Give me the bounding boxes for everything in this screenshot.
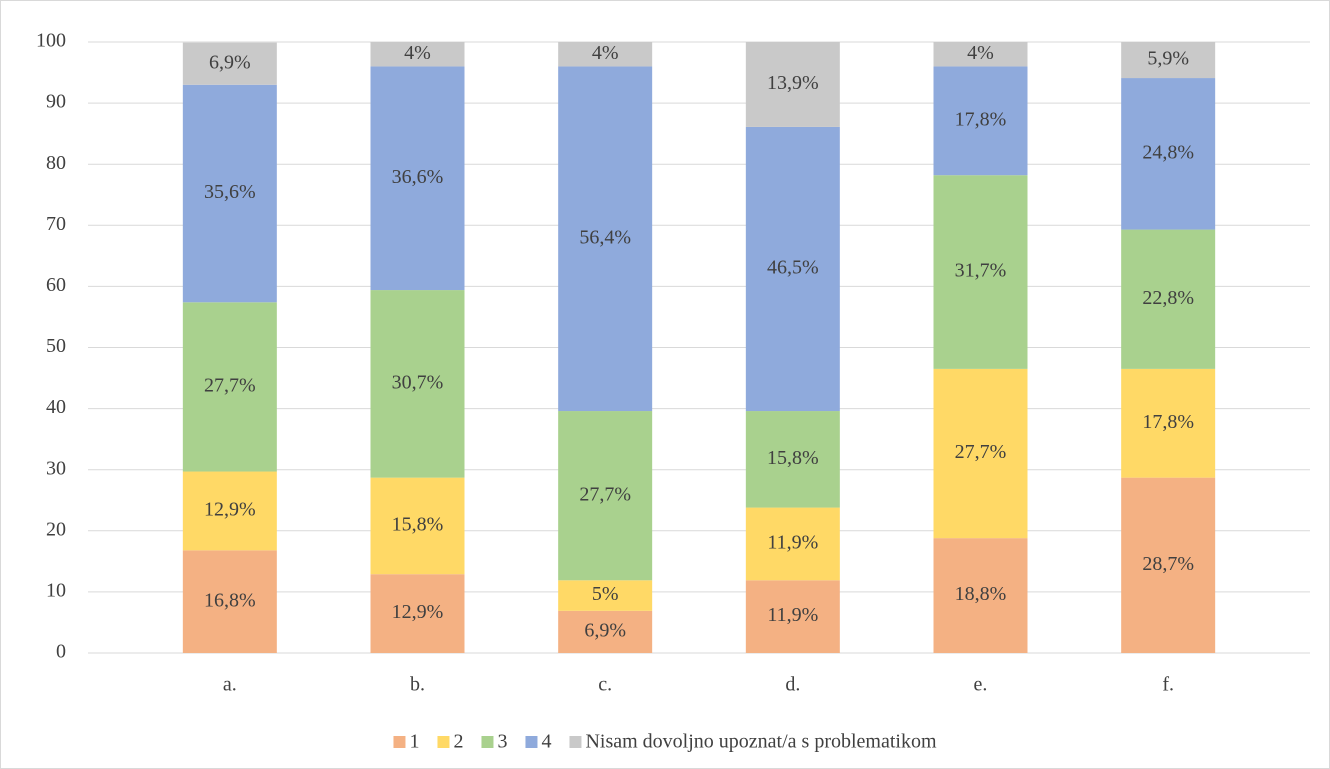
data-label: 11,9%: [767, 604, 818, 626]
bar-segment: [745, 507, 840, 581]
bar-segment: [745, 580, 840, 653]
bar-segment: [1121, 229, 1216, 369]
bar-segment: [558, 580, 653, 611]
x-tick-label: d.: [785, 674, 800, 696]
data-label: 27,7%: [579, 483, 631, 505]
data-label: 35,6%: [204, 181, 256, 203]
data-label: 56,4%: [579, 226, 631, 248]
data-label: 30,7%: [392, 371, 444, 393]
x-tick-label: f.: [1162, 674, 1174, 696]
legend-label: 4: [541, 731, 551, 753]
bar-segment: [558, 42, 653, 67]
legend-label: 2: [453, 731, 463, 753]
bar-segment: [933, 368, 1028, 539]
bar-segment: [1121, 368, 1216, 478]
y-tick-label: 10: [46, 579, 66, 601]
data-label: 27,7%: [204, 375, 256, 397]
bar-segment: [182, 84, 277, 303]
bar-segment: [933, 538, 1028, 653]
y-tick-label: 60: [46, 274, 66, 296]
legend-label: Nisam dovoljno upoznat/a s problematikom: [585, 731, 936, 753]
x-tick-label: c.: [598, 674, 612, 696]
data-label: 28,7%: [1142, 553, 1194, 575]
y-tick-label: 40: [46, 396, 66, 418]
bar-segment: [558, 411, 653, 581]
y-tick-label: 100: [36, 30, 66, 52]
legend-label: 3: [497, 731, 507, 753]
bar-segment: [370, 290, 465, 478]
bar-segment: [933, 66, 1028, 176]
y-tick-label: 50: [46, 335, 66, 357]
bar-segment: [370, 66, 465, 291]
data-label: 5,9%: [1147, 48, 1189, 70]
bar-segment: [1121, 42, 1216, 79]
bar-segment: [370, 477, 465, 575]
y-tick-label: 30: [46, 457, 66, 479]
bar-segment: [745, 411, 840, 508]
legend-swatch: [481, 736, 494, 748]
bar-segment: [182, 42, 277, 85]
data-label: 46,5%: [767, 257, 819, 279]
data-label: 4%: [592, 42, 619, 64]
legend-swatch: [393, 736, 406, 748]
bar-segment: [933, 175, 1028, 369]
data-label: 27,7%: [955, 441, 1007, 463]
bar-segment: [182, 471, 277, 551]
bar-segment: [370, 42, 465, 67]
data-label: 11,9%: [767, 532, 818, 554]
y-tick-label: 20: [46, 518, 66, 540]
y-tick-label: 70: [46, 213, 66, 235]
data-label: 12,9%: [392, 601, 444, 623]
bar-segment: [182, 550, 277, 653]
x-tick-label: e.: [974, 674, 988, 696]
bar-segment: [558, 66, 653, 412]
data-label: 15,8%: [767, 447, 819, 469]
x-tick-label: b.: [410, 674, 425, 696]
data-label: 6,9%: [584, 620, 626, 642]
data-label: 16,8%: [204, 589, 256, 611]
bar-segment: [745, 42, 840, 127]
data-label: 22,8%: [1142, 287, 1194, 309]
y-tick-label: 80: [46, 152, 66, 174]
bar-segment: [745, 126, 840, 412]
legend-swatch: [569, 736, 582, 748]
data-label: 17,8%: [1142, 411, 1194, 433]
data-label: 31,7%: [955, 260, 1007, 282]
bar-segment: [370, 574, 465, 653]
legend-swatch: [437, 736, 450, 748]
data-label: 6,9%: [209, 51, 251, 73]
x-tick-label: a.: [223, 674, 237, 696]
data-label: 36,6%: [392, 166, 444, 188]
bar-segment: [558, 610, 653, 653]
data-label: 12,9%: [204, 499, 256, 521]
legend-swatch: [525, 736, 538, 748]
bar-segment: [1121, 78, 1216, 230]
data-label: 4%: [967, 42, 994, 64]
data-label: 15,8%: [392, 514, 444, 536]
data-label: 24,8%: [1142, 141, 1194, 163]
y-tick-label: 0: [56, 641, 66, 663]
bar-segment: [933, 42, 1028, 67]
data-label: 18,8%: [955, 583, 1007, 605]
bar-segment: [1121, 477, 1216, 653]
bar-segment: [182, 302, 277, 472]
data-label: 17,8%: [955, 108, 1007, 130]
legend-label: 1: [409, 731, 419, 753]
data-label: 4%: [404, 42, 431, 64]
y-tick-label: 90: [46, 91, 66, 113]
data-label: 13,9%: [767, 72, 819, 94]
data-label: 5%: [592, 583, 619, 605]
